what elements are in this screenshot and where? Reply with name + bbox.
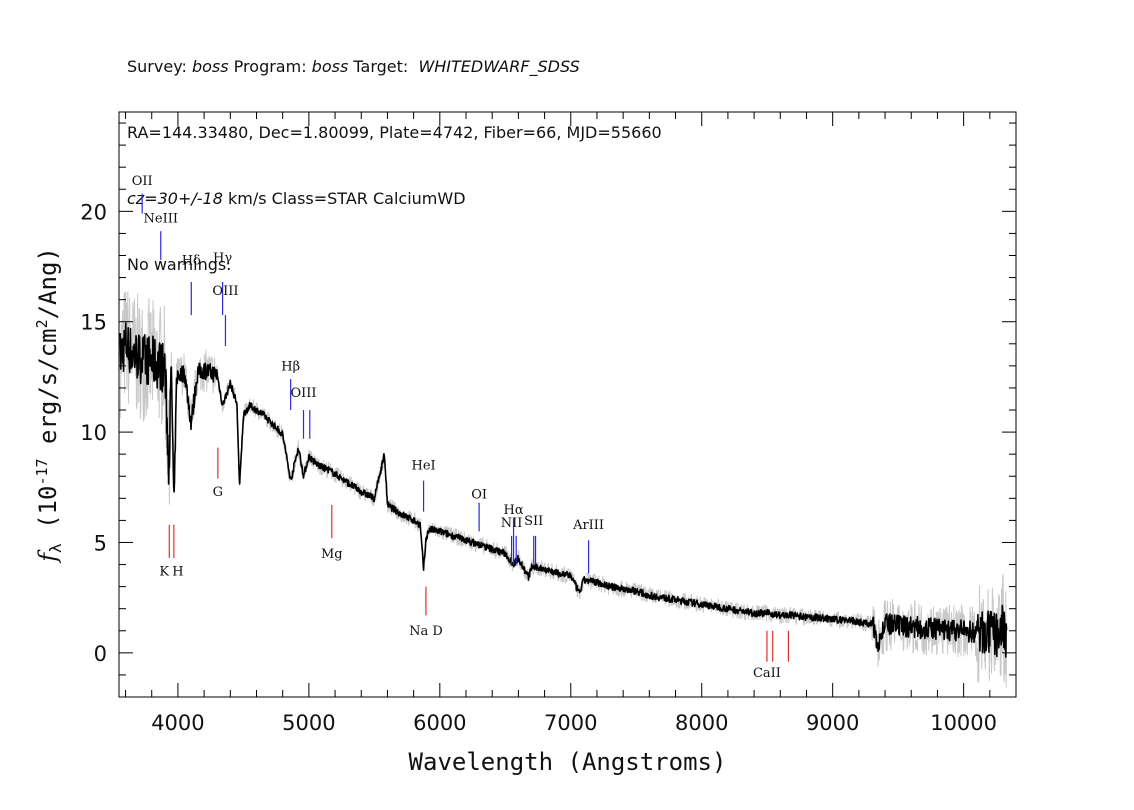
cz-value: cz=30+/-18 (127, 189, 223, 208)
survey-value: boss (191, 57, 229, 76)
line-marker-label: SII (524, 514, 543, 529)
line-marker-label: CaII (753, 666, 781, 681)
x-tick-label: 10000 (930, 711, 997, 735)
noise-trace (119, 291, 1008, 688)
y-axis-title: fλ (10-17 erg/s/cm2/Ang) (33, 247, 65, 564)
header-line-coords: RA=144.33480, Dec=1.80099, Plate=4742, F… (127, 123, 662, 142)
program-value: boss (311, 57, 349, 76)
line-marker-label: OI (471, 487, 487, 502)
target-label: Target: (348, 57, 419, 76)
y-tick-label: 0 (94, 642, 107, 666)
line-marker-label: NII (501, 516, 523, 531)
plot-frame (118, 111, 1017, 698)
line-marker-label: Na D (409, 624, 443, 639)
spectrum-line (119, 322, 1008, 658)
line-marker-label: ArIII (572, 518, 604, 533)
spectrum-header: Survey: boss Program: boss Target: WHITE… (127, 12, 662, 298)
y-tick-label: 20 (80, 200, 107, 224)
y-axis-end: /Ang) (34, 247, 62, 319)
y-axis-exp2: 2 (33, 319, 51, 328)
header-line-redshift: cz=30+/-18 km/s Class=STAR CalciumWD (127, 188, 662, 210)
axis-ticks (119, 112, 1017, 698)
y-tick-label: 10 (80, 421, 107, 445)
y-axis-exp: -17 (33, 458, 51, 485)
x-tick-label: 8000 (675, 711, 728, 735)
class-value: km/s Class=STAR CalciumWD (222, 189, 466, 208)
noise-band (119, 291, 1008, 688)
line-marker-label: Mg (321, 547, 343, 562)
survey-label: Survey: (127, 57, 192, 76)
y-axis-main: (10 (34, 486, 62, 544)
header-line-warnings: No warnings. (127, 255, 232, 274)
y-tick-label: 5 (94, 531, 107, 555)
line-marker-label: OII (132, 174, 153, 189)
tick-labels: 4000 5000 6000 7000 8000 9000 10000 0 5 10 15 20 (80, 200, 997, 735)
y-axis-sub: λ (46, 543, 65, 553)
x-tick-label: 9000 (806, 711, 859, 735)
x-tick-label: 4000 (151, 711, 204, 735)
line-marker-label: K (159, 565, 169, 580)
line-marker-label: OIII (290, 386, 316, 401)
x-tick-label: 5000 (282, 711, 335, 735)
line-marker-label: NeIII (144, 211, 178, 226)
line-marker-label: Hγ (213, 251, 232, 266)
line-marker-label: Hα (503, 503, 523, 518)
x-tick-label: 6000 (413, 711, 466, 735)
line-marker-label: H (172, 565, 183, 580)
header-line-survey: Survey: boss Program: boss Target: WHITE… (127, 56, 662, 78)
program-label: Program: (228, 57, 312, 76)
line-marker-label: Hδ (182, 253, 201, 268)
line-marker-label: OIII (212, 284, 238, 299)
line-marker-label: G (213, 485, 223, 500)
y-tick-label: 15 (80, 311, 107, 335)
x-tick-label: 7000 (544, 711, 597, 735)
target-value: WHITEDWARF_SDSS (418, 57, 580, 76)
spectrum-series (119, 322, 1008, 658)
line-marker-label: HeI (412, 459, 436, 474)
line-marker-label: Hβ (281, 359, 300, 374)
x-axis-title: Wavelength (Angstroms) (409, 748, 727, 776)
y-axis-units: erg/s/cm (34, 328, 62, 458)
